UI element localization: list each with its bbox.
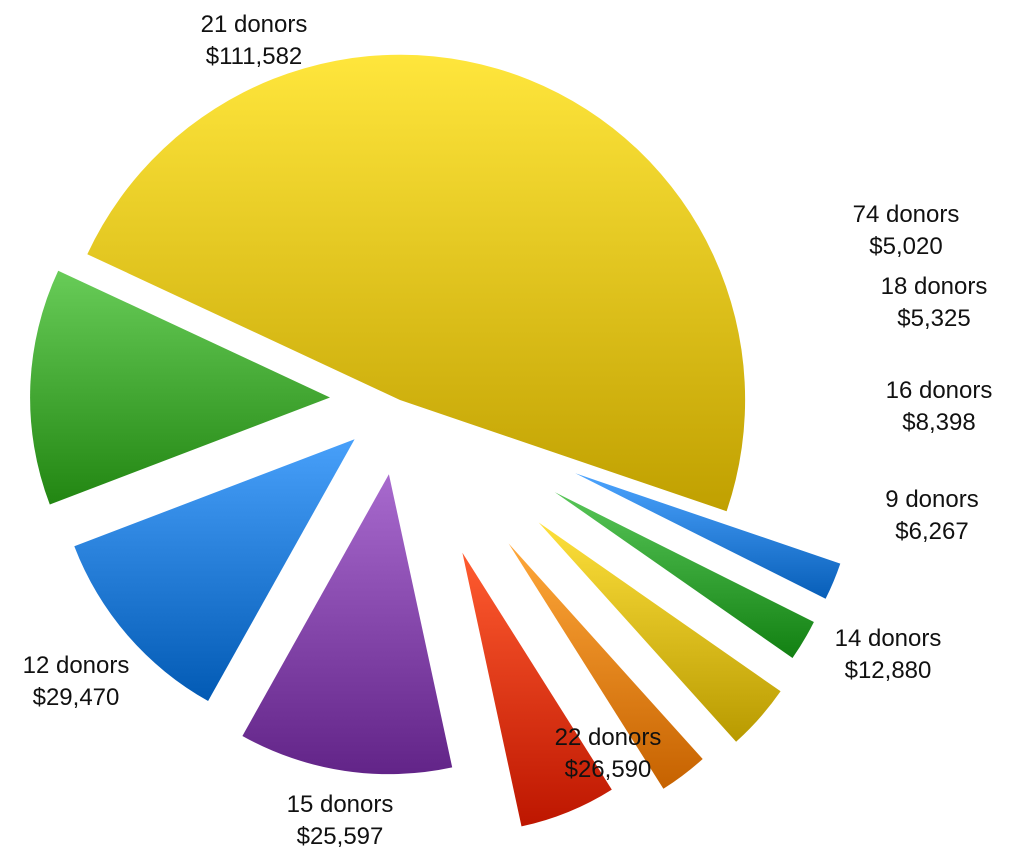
slice-label-4: 9 donors $6,267 — [885, 486, 978, 545]
slice-amount-label: $8,398 — [902, 409, 975, 436]
slice-label-0: 21 donors $111,582 — [201, 11, 308, 70]
slice-amount-label: $6,267 — [895, 518, 968, 545]
pie-slice-4 — [508, 543, 703, 789]
slice-donors-label: 18 donors — [881, 273, 988, 300]
pie-slice-3 — [538, 522, 781, 742]
slice-label-3: 16 donors $8,398 — [886, 377, 993, 436]
slice-donors-label: 21 donors — [201, 11, 308, 38]
slice-label-8: 12 donors $29,470 — [23, 652, 130, 711]
slice-amount-label: $25,597 — [297, 823, 384, 850]
slice-amount-label: $12,880 — [845, 657, 932, 684]
labels-layer: 21 donors $111,582 74 donors $5,020 18 donor… — [23, 11, 993, 850]
pie-slice-1 — [575, 473, 841, 599]
slice-donors-label: 22 donors — [555, 724, 662, 751]
slice-label-5: 14 donors $12,880 — [835, 625, 942, 684]
slice-amount-label: $5,020 — [869, 233, 942, 260]
pie-slice-8 — [30, 270, 331, 505]
slice-donors-label: 16 donors — [886, 377, 993, 404]
slice-donors-label: 12 donors — [23, 652, 130, 679]
pie-slice-0 — [87, 54, 746, 512]
slice-label-1: 74 donors $5,020 — [853, 201, 960, 260]
slice-amount-label: $26,590 — [565, 756, 652, 783]
pie-slice-7 — [74, 439, 355, 701]
slice-donors-label: 74 donors — [853, 201, 960, 228]
pie-slice-2 — [554, 492, 814, 658]
pie-slice-5 — [462, 552, 612, 827]
slice-label-6: 22 donors $26,590 — [555, 724, 662, 783]
slice-amount-label: $29,470 — [33, 684, 120, 711]
slice-donors-label: 9 donors — [885, 486, 978, 513]
slice-donors-label: 15 donors — [287, 791, 394, 818]
slice-label-2: 18 donors $5,325 — [881, 273, 988, 332]
slice-amount-label: $5,325 — [897, 305, 970, 332]
slice-donors-label: 14 donors — [835, 625, 942, 652]
slice-label-7: 15 donors $25,597 — [287, 791, 394, 850]
slice-amount-label: $111,582 — [206, 43, 303, 70]
pie-slice-6 — [242, 474, 453, 775]
slices-layer — [30, 54, 841, 827]
